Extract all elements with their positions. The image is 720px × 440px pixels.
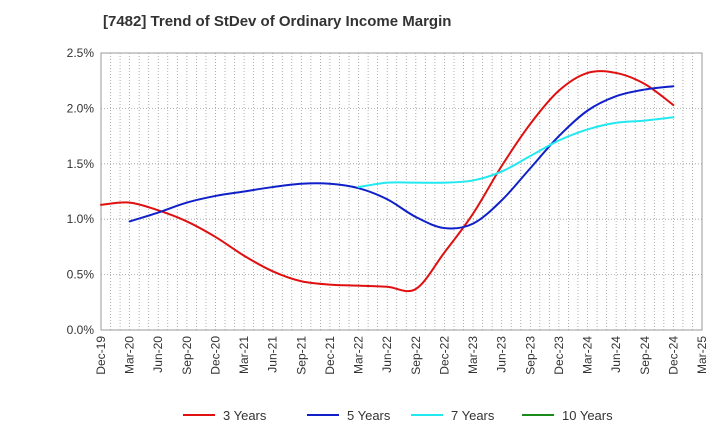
grid — [100, 52, 703, 331]
x-tick-label: Mar-22 — [352, 336, 366, 374]
x-tick-label: Sep-24 — [638, 336, 652, 375]
series-line-1 — [100, 70, 675, 293]
y-tick-label: 0.0% — [67, 323, 95, 337]
axes: 0.0% 0.5% 1.0% 1.5% 2.0% 2.5% Dec-19 Mar-20 Jun-… — [67, 46, 709, 375]
y-tick-label: 2.0% — [67, 101, 95, 115]
x-tick-label: Sep-21 — [294, 336, 308, 375]
x-tick-label: Mar-23 — [466, 336, 480, 374]
series-line-3 — [357, 116, 675, 189]
x-tick-label: Jun-23 — [495, 336, 509, 373]
x-tick-label: Mar-24 — [581, 336, 595, 374]
y-tick-label: 1.5% — [67, 157, 95, 171]
x-tick-label: Sep-23 — [523, 336, 537, 375]
x-tick-label: Jun-22 — [380, 336, 394, 373]
x-tick-label: Dec-23 — [552, 336, 566, 375]
x-tick-label: Mar-20 — [123, 336, 137, 374]
y-tick-label: 2.5% — [67, 46, 95, 60]
series-layer — [100, 70, 675, 293]
x-tick-label: Mar-21 — [237, 336, 251, 374]
x-tick-label: Mar-25 — [695, 336, 709, 374]
plot-area — [100, 52, 703, 331]
chart-title: [7482] Trend of StDev of Ordinary Income… — [103, 13, 451, 30]
y-tick-label: 1.0% — [67, 212, 95, 226]
x-tick-label: Jun-20 — [151, 336, 165, 373]
x-tick-label: Sep-22 — [409, 336, 423, 375]
legend-label: 5 Years — [347, 408, 391, 423]
x-tick-label: Dec-24 — [666, 336, 680, 375]
y-tick-label: 0.5% — [67, 268, 95, 282]
x-tick-label: Jun-21 — [266, 336, 280, 373]
series-line-2 — [128, 85, 675, 230]
legend-label: 7 Years — [451, 408, 495, 423]
x-tick-label: Dec-22 — [437, 336, 451, 375]
x-tick-label: Dec-21 — [323, 336, 337, 375]
x-tick-label: Dec-19 — [94, 336, 108, 375]
x-tick-label: Dec-20 — [208, 336, 222, 375]
legend-label: 10 Years — [562, 408, 613, 423]
legend: 3 Years 5 Years 7 Years 10 Years — [183, 408, 613, 423]
legend-label: 3 Years — [223, 408, 267, 423]
x-tick-label: Jun-24 — [609, 336, 623, 373]
x-tick-label: Sep-20 — [180, 336, 194, 375]
